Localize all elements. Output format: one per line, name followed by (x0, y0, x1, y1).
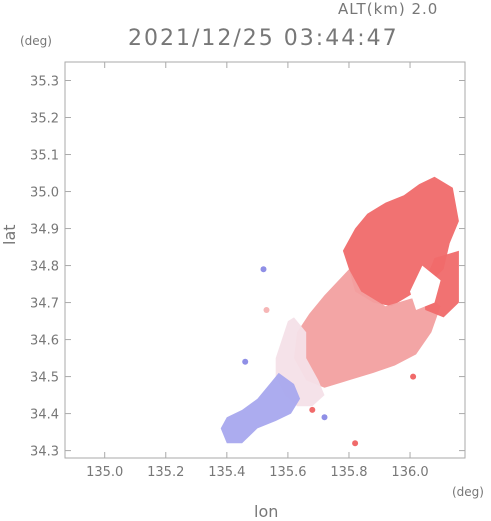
echo-spot-4 (242, 358, 249, 365)
y-tick-label: 34.8 (30, 260, 59, 275)
y-unit-label: (deg) (20, 34, 52, 48)
y-tick-label: 34.5 (30, 371, 59, 386)
echo-region-southwest-blue (220, 372, 301, 444)
x-tick-label: 135.6 (269, 465, 306, 480)
echo-gap-eastern-notch (410, 265, 441, 310)
y-tick-label: 35.2 (30, 112, 59, 127)
y-tick-label: 34.6 (30, 334, 59, 349)
echo-spot-1 (309, 406, 316, 413)
y-tick-label: 34.7 (30, 297, 59, 312)
y-tick-label: 35.1 (30, 149, 59, 164)
echo-spot-5 (263, 307, 270, 313)
x-unit-label: (deg) (452, 485, 484, 499)
y-tick-label: 35.0 (30, 186, 59, 201)
plot-frame (64, 61, 466, 459)
x-tick-label: 135.8 (330, 465, 367, 480)
y-tick-label: 35.3 (30, 75, 59, 90)
x-tick-label: 135.0 (86, 465, 123, 480)
y-tick-label: 34.3 (30, 445, 59, 460)
axis-layer: 135.0 135.2 135.4 135.6 135.8 136.0 34.3 34.4 34… (30, 62, 465, 480)
x-axis-title: lon (254, 502, 279, 521)
echo-spot-6 (410, 373, 417, 380)
timestamp-title: 2021/12/25 03:44:47 (128, 26, 399, 51)
echo-data-layer (220, 176, 459, 447)
y-tick-label: 34.4 (30, 408, 59, 423)
x-tick-label: 135.2 (147, 465, 184, 480)
x-tick-label: 136.0 (391, 465, 428, 480)
echo-spot-2 (321, 414, 328, 421)
y-axis-title: lat (0, 224, 19, 245)
y-tick-label: 34.9 (30, 223, 59, 238)
echo-spot-3 (352, 440, 359, 447)
echo-spot-0 (260, 266, 267, 273)
echo-region-central-pink (294, 269, 441, 388)
altitude-label: ALT(km) 2.0 (338, 0, 439, 18)
x-tick-label: 135.4 (208, 465, 245, 480)
